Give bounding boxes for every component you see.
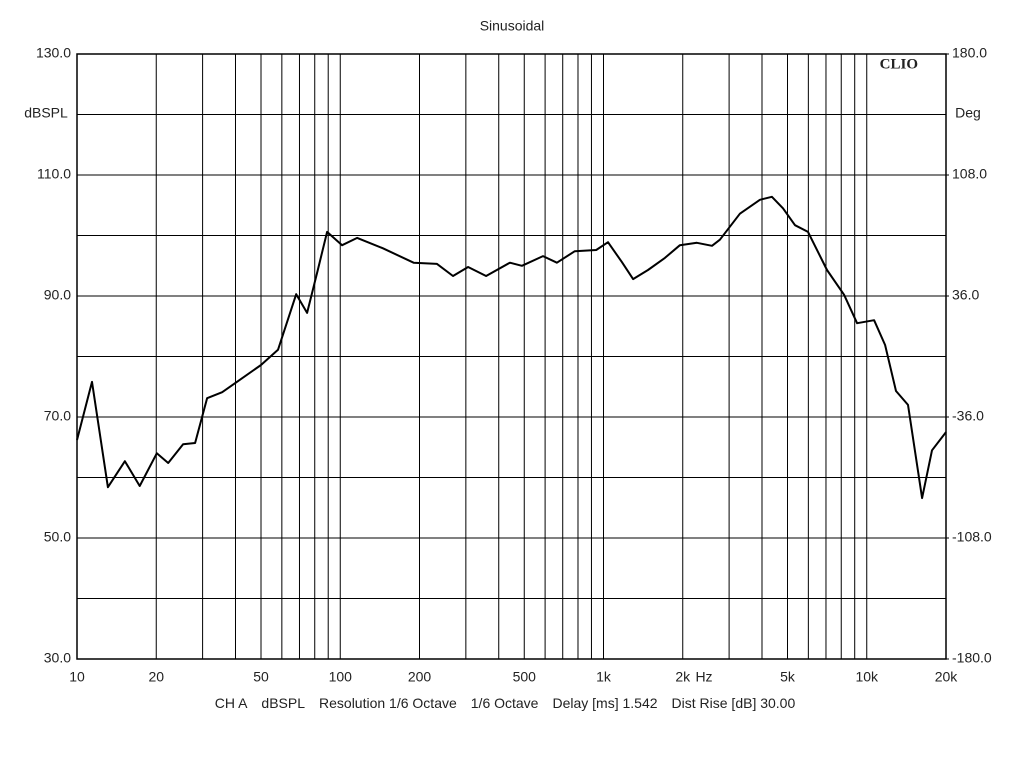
y-tick-label: 50.0 <box>44 529 71 545</box>
x-tick-label: 50 <box>253 669 269 685</box>
y2-tick-label: -36.0 <box>952 408 984 424</box>
annotation: CLIO <box>880 56 918 72</box>
y2-tick-label: 180.0 <box>952 45 987 61</box>
footer-item: 1/6 Octave <box>470 695 539 711</box>
x-tick-label: 20k <box>935 669 959 685</box>
y2-tick-label: -108.0 <box>952 529 992 545</box>
y2-tick-label: 36.0 <box>952 287 979 303</box>
response-line <box>76 195 947 500</box>
footer: CH A dBSPL Resolution 1/6 Octave 1/6 Octave… <box>0 695 1010 711</box>
x-tick-label: 10 <box>69 669 85 685</box>
plot-frame <box>76 53 947 660</box>
x-tick-label: 5k <box>780 669 796 685</box>
x-tick-label: 500 <box>513 669 537 685</box>
y2-tick-label: 108.0 <box>952 166 987 182</box>
x-tick-label: 2k <box>675 669 691 685</box>
y-axis-label: dBSPL <box>24 105 68 121</box>
x-tick-label: 100 <box>329 669 353 685</box>
y-tick-label: 90.0 <box>44 287 71 303</box>
y-tick-label: 130.0 <box>36 45 71 61</box>
x-tick-label: 10k <box>855 669 879 685</box>
footer-item: dBSPL <box>261 695 306 711</box>
footer-item: Delay [ms] 1.542 <box>552 695 658 711</box>
chart-title: Sinusoidal <box>480 18 545 34</box>
x-tick-label: 1k <box>596 669 612 685</box>
y-tick-label: 30.0 <box>44 650 71 666</box>
y-tick-label: 70.0 <box>44 408 71 424</box>
x-axis-label: Hz <box>695 669 712 685</box>
y2-axis-label: Deg <box>955 105 981 121</box>
y-tick-label: 110.0 <box>37 166 71 182</box>
y2-tick-label: -180.0 <box>952 650 992 666</box>
x-tick-label: 20 <box>148 669 164 685</box>
footer-item: Dist Rise [dB] 30.00 <box>671 695 796 711</box>
x-tick-label: 200 <box>408 669 432 685</box>
footer-item: Resolution 1/6 Octave <box>319 695 457 711</box>
footer-item: CH A <box>214 695 248 711</box>
